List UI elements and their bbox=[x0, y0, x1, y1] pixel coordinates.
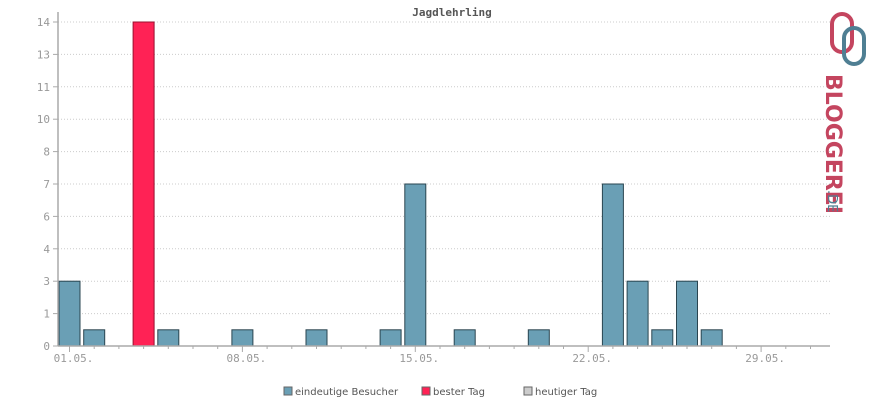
y-tick-label: 13 bbox=[37, 48, 50, 61]
bars bbox=[58, 21, 723, 347]
bar bbox=[700, 329, 723, 347]
bar bbox=[157, 329, 180, 347]
x-tick-label: 01.05. bbox=[54, 352, 94, 365]
bar bbox=[305, 329, 328, 347]
x-tick-label: 29.05. bbox=[745, 352, 785, 365]
bar-best-day bbox=[132, 21, 155, 347]
logo-brand-suffix: .DE bbox=[824, 190, 839, 212]
legend-swatch bbox=[523, 386, 533, 396]
logo-mark-icon bbox=[830, 12, 866, 66]
bar bbox=[58, 280, 81, 347]
legend-item: heutiger Tag bbox=[523, 386, 597, 398]
y-tick-label: 10 bbox=[37, 113, 50, 126]
axes bbox=[53, 12, 830, 352]
legend-label: heutiger Tag bbox=[535, 387, 597, 398]
bloggerei-logo: BLOGGEREI .DE bbox=[820, 12, 866, 214]
y-tick-label: 0 bbox=[43, 340, 50, 353]
chart-title: Jagdlehrling bbox=[412, 6, 491, 19]
y-tick-label: 7 bbox=[43, 178, 50, 191]
y-tick-label: 6 bbox=[43, 210, 50, 223]
legend-swatch bbox=[283, 386, 293, 396]
legend-label: eindeutige Besucher bbox=[295, 387, 399, 398]
bar bbox=[404, 183, 427, 347]
bar bbox=[453, 329, 476, 347]
legend: eindeutige Besucher bester Tag heutiger Ta… bbox=[283, 386, 597, 398]
bar bbox=[626, 280, 649, 347]
bar bbox=[83, 329, 106, 347]
x-tick-label: 15.05. bbox=[399, 352, 439, 365]
grid-lines bbox=[58, 21, 830, 315]
bar bbox=[651, 329, 674, 347]
x-tick-label: 22.05. bbox=[572, 352, 612, 365]
y-tick-label: 14 bbox=[37, 16, 51, 29]
y-tick-label: 11 bbox=[37, 81, 50, 94]
bar bbox=[601, 183, 624, 347]
y-tick-label: 8 bbox=[43, 146, 50, 159]
x-tick-label: 08.05. bbox=[227, 352, 267, 365]
legend-label: bester Tag bbox=[433, 387, 485, 398]
legend-swatch bbox=[421, 386, 431, 396]
bar bbox=[231, 329, 254, 347]
bar bbox=[676, 280, 698, 347]
logo-brand-text: BLOGGEREI bbox=[820, 74, 845, 214]
y-tick-label: 3 bbox=[43, 275, 50, 288]
bar bbox=[527, 329, 550, 347]
legend-item: eindeutige Besucher bbox=[283, 386, 399, 398]
bar bbox=[379, 329, 402, 347]
y-tick-label: 1 bbox=[43, 308, 50, 321]
x-tick-labels: 01.05. 08.05. 15.05. 22.05. 29.05. bbox=[54, 352, 785, 365]
y-tick-label: 4 bbox=[43, 243, 50, 256]
legend-item: bester Tag bbox=[421, 386, 485, 398]
